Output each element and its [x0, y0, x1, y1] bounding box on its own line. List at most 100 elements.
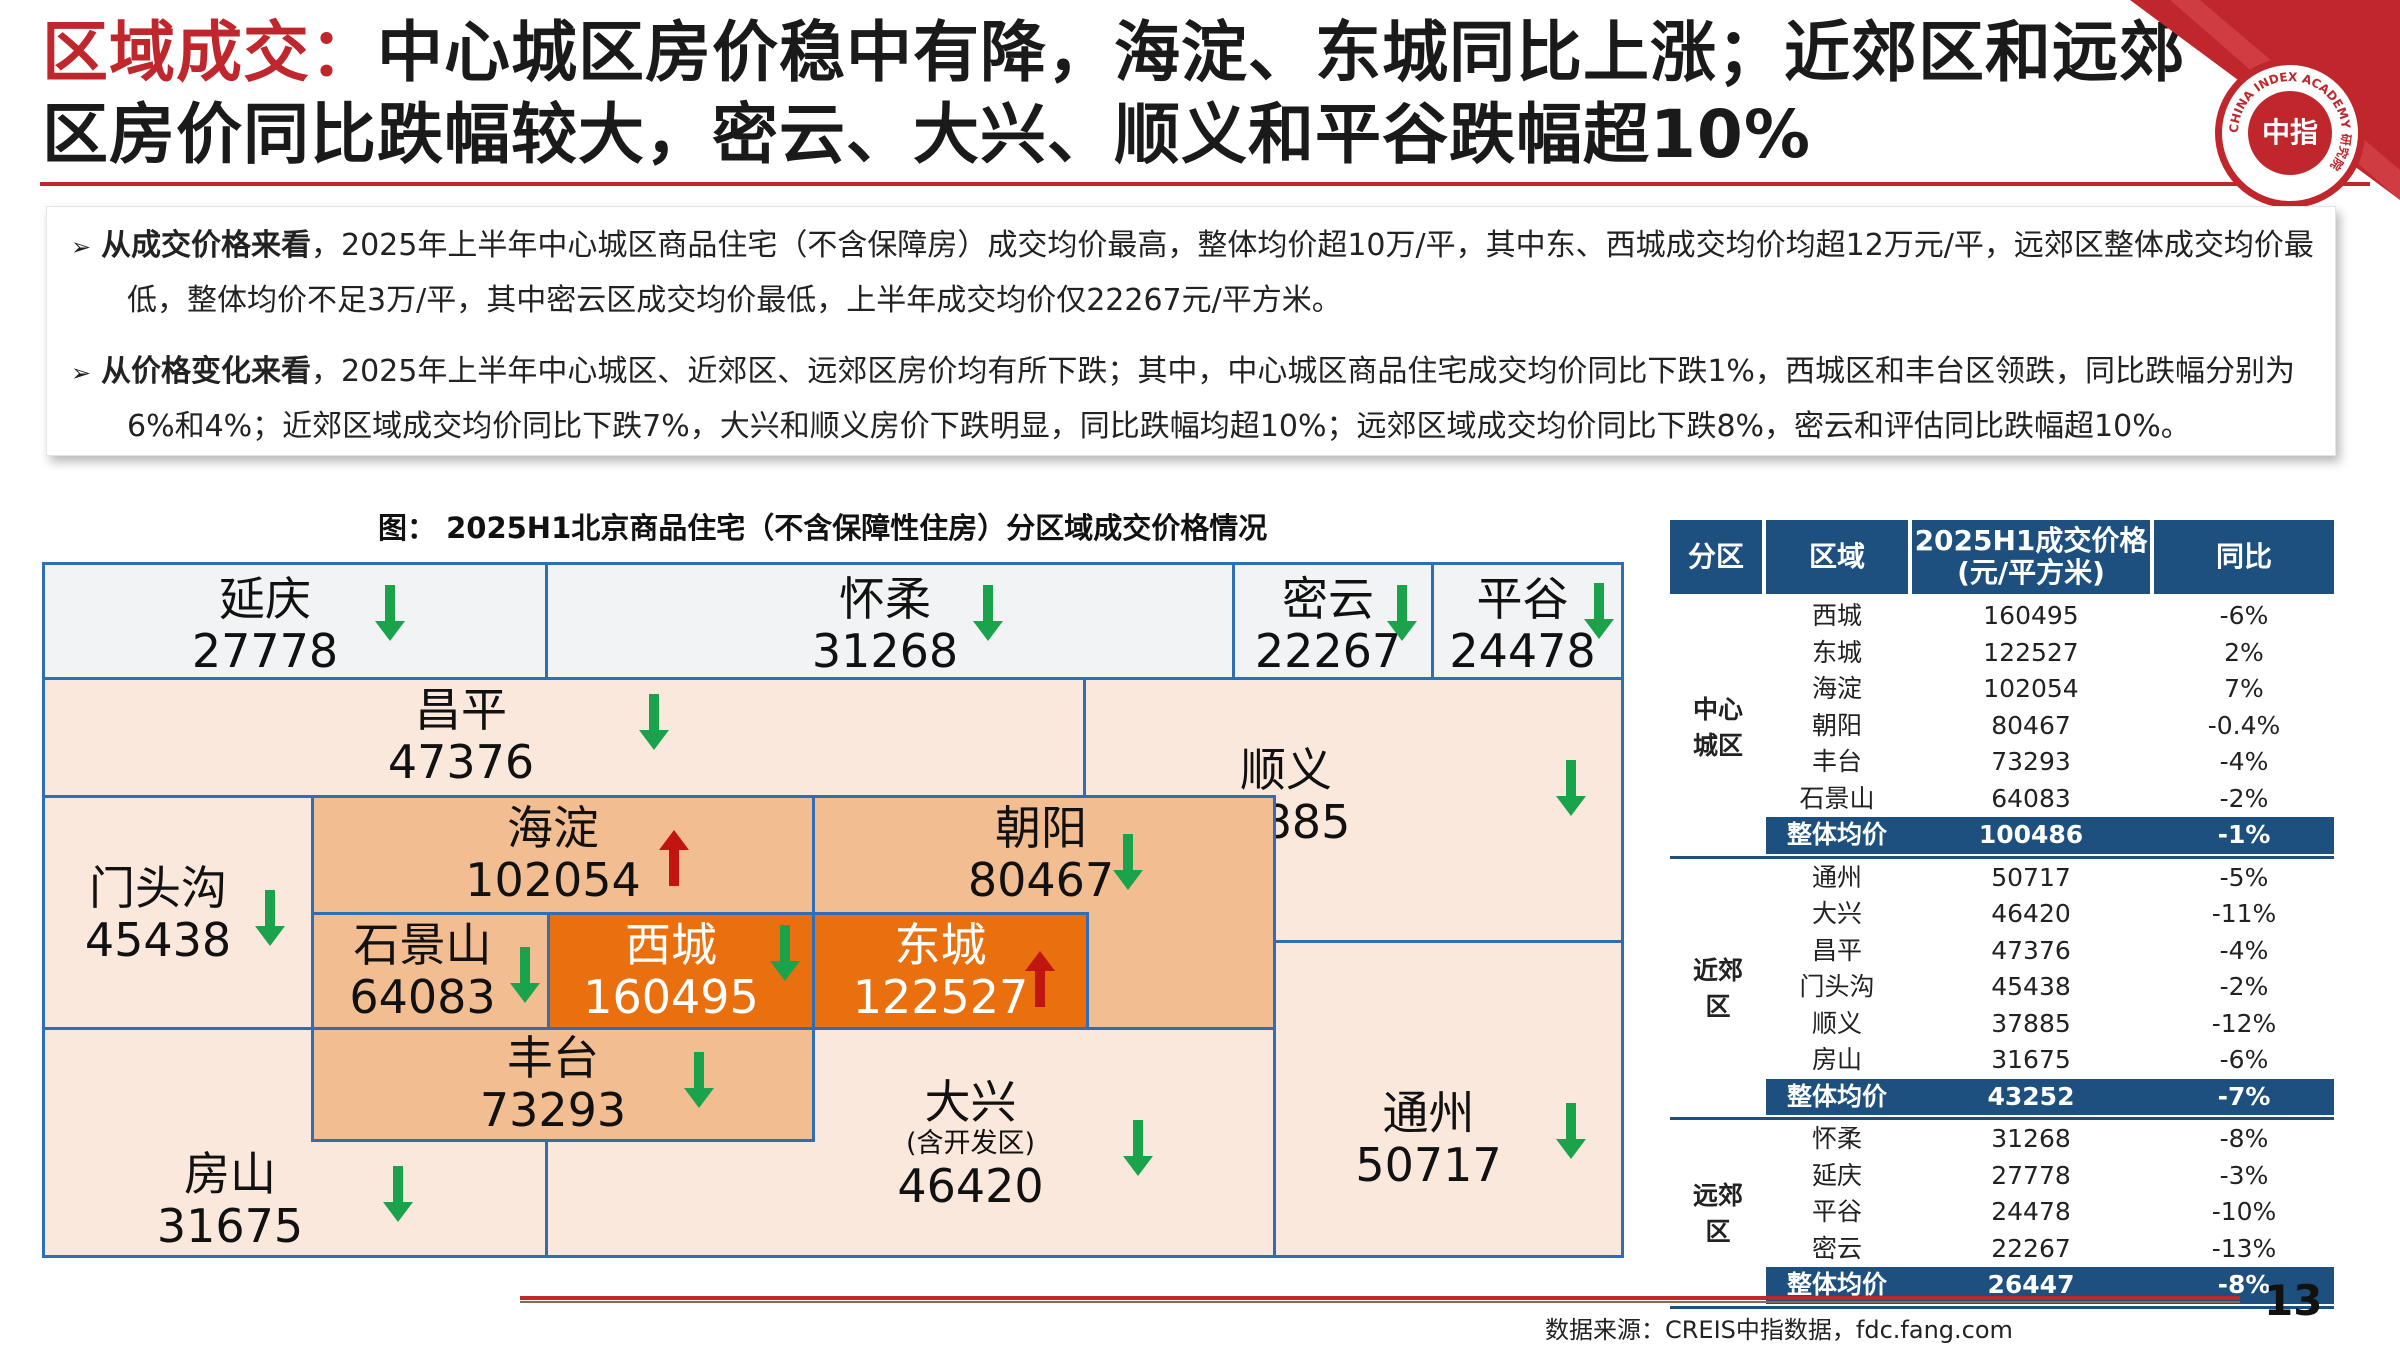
table-row: 东城 122527 2%	[1766, 635, 2334, 672]
cell-yoy: -8%	[2219, 1124, 2269, 1153]
bullet-text-cont: 低，整体均价不足3万/平，其中密云区成交均价最低，上半年成交均价仅22267元/…	[127, 283, 1342, 318]
arrow-down-icon	[1113, 834, 1143, 890]
cell-pinggu: 平谷 24478	[1431, 562, 1624, 680]
table-header-yoy: 同比	[2154, 520, 2334, 594]
cell-price: 160495	[1983, 601, 2079, 630]
table-total-row: 整体均价 43252 -7%	[1766, 1078, 2334, 1115]
cell-yanqing: 延庆 27778	[42, 562, 548, 680]
cell-yoy: -6%	[2219, 601, 2269, 630]
table-row: 昌平 47376 -4%	[1766, 933, 2334, 970]
bullet-lead: 从成交价格来看	[101, 228, 311, 263]
cell-fangshan: 房山 31675	[42, 1027, 548, 1258]
cell-price: 50717	[1991, 862, 2071, 892]
page-number: 13	[2264, 1276, 2323, 1325]
table-row: 顺义 37885 -12%	[1766, 1006, 2334, 1043]
total-yoy: -1%	[2217, 820, 2271, 849]
brand-logo: CHINA INDEX ACADEMY 研究院 中指	[2215, 58, 2365, 208]
cell-yoy: -5%	[2219, 862, 2269, 892]
cell-tongzhou: 通州 50717	[1273, 940, 1624, 1258]
figure-caption: 图： 2025H1北京商品住宅（不含保障性住房）分区域成交价格情况	[378, 511, 1268, 545]
arrow-down-icon	[1123, 1120, 1153, 1176]
cell-yoy: -4%	[2219, 935, 2269, 965]
bullet-arrow-icon: ➢	[71, 233, 92, 261]
summary-box: ➢ 从成交价格来看，2025年上半年中心城区商品住宅（不含保障房）成交均价最高，整…	[46, 206, 2336, 456]
footer-rule-shadow	[520, 1301, 2240, 1303]
table-header-price: 2025H1成交价格 (元/平方米)	[1912, 520, 2150, 594]
cell-yoy: -11%	[2211, 899, 2277, 928]
table-row: 石景山 64083 -2%	[1766, 781, 2334, 818]
total-label: 整体均价	[1786, 1270, 1887, 1299]
cell-price: 64083	[1991, 783, 2071, 813]
cell-price: 31268	[1991, 1124, 2071, 1153]
bullet-lead: 从价格变化来看	[101, 354, 311, 389]
cell-district: 东城	[1811, 637, 1862, 667]
arrow-down-icon	[255, 890, 285, 946]
summary-bullet-change: ➢ 从价格变化来看，2025年上半年中心城区、近郊区、远郊区房价均有所下跌；其中，…	[71, 345, 2321, 454]
cell-price: 45438	[1991, 972, 2071, 1001]
cell-yoy: -2%	[2219, 972, 2269, 1001]
cell-price: 31675	[1991, 1045, 2071, 1074]
cell-district: 大兴	[1811, 899, 1862, 928]
table-row: 密云 22267 -13%	[1766, 1231, 2334, 1268]
arrow-up-icon	[659, 830, 689, 886]
footer-rule	[520, 1296, 2240, 1300]
cell-price: 46420	[1991, 899, 2071, 928]
bullet-text: ，2025年上半年中心城区商品住宅（不含保障房）成交均价最高，整体均价超10万/…	[311, 228, 2314, 263]
total-label: 整体均价	[1786, 820, 1887, 849]
arrow-down-icon	[1584, 583, 1614, 639]
table-row: 西城 160495 -6%	[1766, 598, 2334, 635]
cell-fengtai: 丰台 73293	[311, 1027, 815, 1142]
bullet-arrow-icon: ➢	[71, 359, 92, 387]
title-rule	[40, 182, 2370, 186]
table-group-label: 近郊区	[1692, 956, 1743, 1022]
cell-changping: 昌平 47376	[42, 677, 1086, 798]
cell-price: 102054	[1983, 674, 2079, 703]
cell-mentougou: 门头沟 45438	[42, 795, 314, 1030]
cell-huairou: 怀柔 31268	[545, 562, 1235, 680]
cell-yoy: -2%	[2219, 783, 2269, 813]
arrow-down-icon	[770, 925, 800, 981]
district-treemap: 延庆 27778 怀柔 31268 密云 22267 平谷 24478 昌平 4…	[42, 562, 1624, 1258]
table-group-label: 远郊区	[1692, 1181, 1743, 1247]
table-group-label: 中心城区	[1692, 694, 1743, 760]
group-divider	[1670, 1305, 2334, 1309]
total-price: 26447	[1987, 1270, 2075, 1299]
cell-dongcheng: 东城 122527	[812, 912, 1089, 1030]
arrow-up-icon	[1025, 951, 1055, 1007]
cell-haidian: 海淀 102054	[311, 795, 815, 915]
cell-yoy: -4%	[2219, 747, 2269, 776]
cell-district: 密云	[1811, 1233, 1862, 1263]
table-row: 丰台 73293 -4%	[1766, 744, 2334, 781]
cell-yoy: -6%	[2219, 1045, 2269, 1074]
cell-price: 37885	[1991, 1008, 2071, 1038]
arrow-down-icon	[510, 947, 540, 1003]
cell-yoy: -0.4%	[2207, 710, 2281, 740]
title-line2: 区房价同比跌幅较大，密云、大兴、顺义和平谷跌幅超10%	[42, 96, 1811, 173]
group-divider	[1670, 1117, 2334, 1120]
cell-yoy: -13%	[2211, 1233, 2277, 1263]
cell-xicheng: 西城 160495	[547, 912, 815, 1030]
table-row: 海淀 102054 7%	[1766, 671, 2334, 708]
cell-yoy: 2%	[2224, 637, 2264, 667]
title-line1: 中心城区房价稳中有降，海淀、东城同比上涨；近郊区和远郊	[377, 14, 2186, 91]
cell-district: 门头沟	[1799, 972, 1875, 1001]
arrow-down-icon	[1556, 1103, 1586, 1159]
cell-district: 西城	[1811, 601, 1862, 630]
cell-district: 朝阳	[1811, 710, 1862, 740]
logo-mark: 中指	[2248, 91, 2332, 175]
arrow-down-icon	[1556, 760, 1586, 816]
cell-district: 怀柔	[1811, 1124, 1862, 1153]
cell-price: 122527	[1983, 637, 2079, 667]
cell-yoy: 7%	[2224, 674, 2264, 703]
arrow-down-icon	[639, 694, 669, 750]
table-total-row: 整体均价 100486 -1%	[1766, 817, 2334, 854]
total-label: 整体均价	[1786, 1081, 1887, 1111]
bullet-text-cont: 6%和4%；近郊区域成交均价同比下跌7%，大兴和顺义房价下跌明显，同比跌幅均超1…	[127, 409, 2191, 444]
cell-price: 22267	[1991, 1233, 2071, 1263]
cell-district: 昌平	[1811, 935, 1862, 965]
table-header-district: 区域	[1766, 520, 1908, 594]
table-row: 延庆 27778 -3%	[1766, 1158, 2334, 1195]
summary-bullet-price: ➢ 从成交价格来看，2025年上半年中心城区商品住宅（不含保障房）成交均价最高，整…	[71, 219, 2321, 328]
cell-chaoyang: 朝阳 80467	[812, 795, 1276, 915]
group-divider	[1670, 855, 2334, 859]
